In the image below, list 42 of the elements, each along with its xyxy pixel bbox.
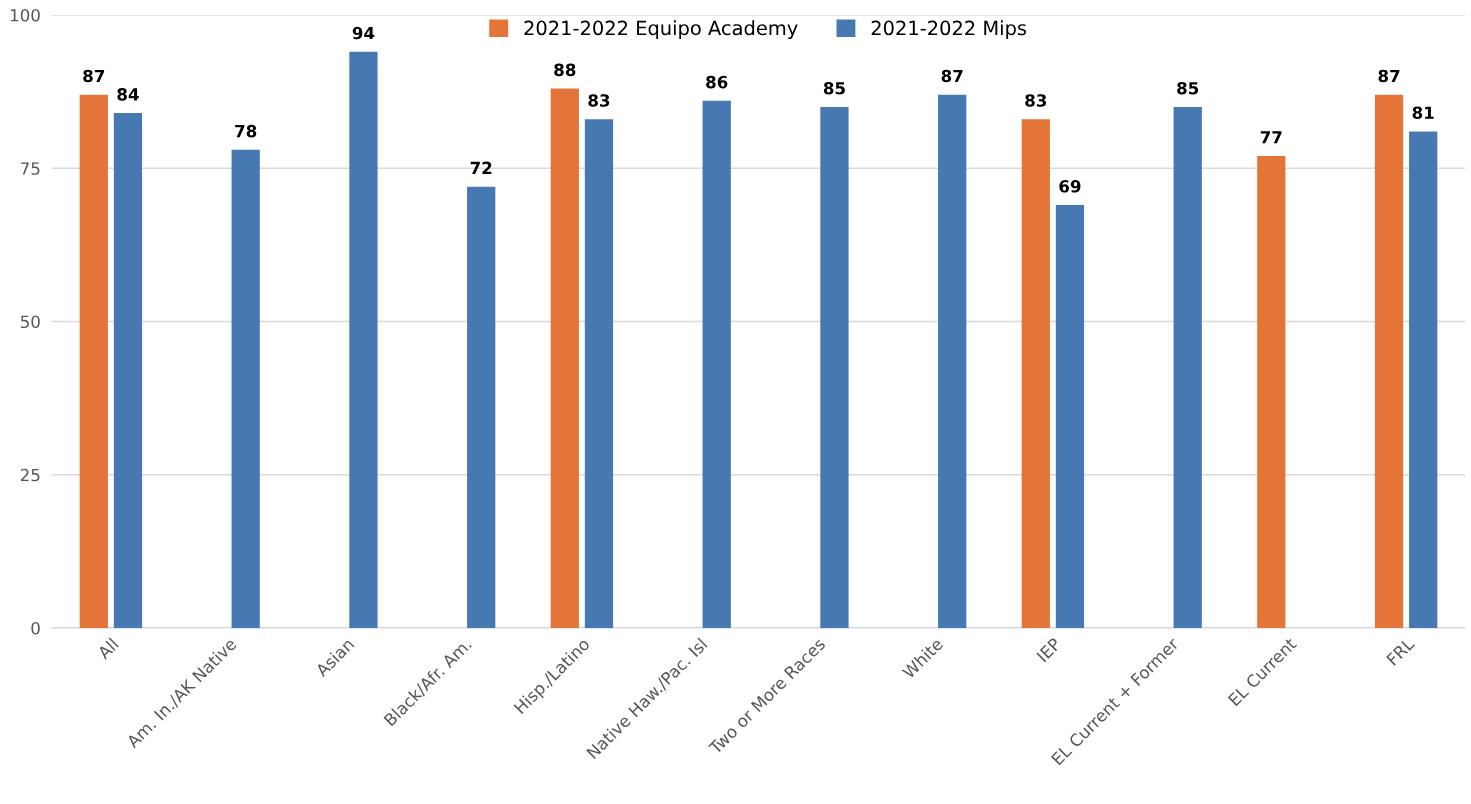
data-label: 88 (554, 63, 576, 77)
data-label: 83 (588, 94, 610, 107)
bar (1257, 155, 1286, 628)
bar (1021, 119, 1050, 628)
x-tick-label: IEP (1036, 637, 1062, 663)
data-label: 85 (823, 81, 845, 95)
legend-label: 2021-2022 Mips (871, 20, 1027, 40)
data-label: 86 (706, 75, 728, 89)
x-tick-label: FRL (1386, 636, 1416, 666)
data-label: 72 (470, 161, 492, 174)
data-label: 81 (1412, 106, 1434, 120)
data-label: 85 (1177, 81, 1199, 95)
y-tick-label: 100 (10, 8, 40, 22)
y-tick-label: 75 (21, 162, 40, 175)
y-tick-label: 0 (31, 621, 40, 635)
data-label: 83 (1025, 94, 1047, 107)
bar (550, 88, 579, 628)
bar (938, 94, 967, 628)
data-label: 87 (1378, 69, 1400, 83)
bar (584, 119, 614, 628)
bar (79, 94, 108, 628)
bar (1374, 94, 1404, 628)
bar (231, 149, 260, 628)
y-tick-label: 50 (20, 315, 40, 329)
legend-label: 2021-2022 Equipo Academy (524, 20, 798, 40)
bar (1173, 106, 1202, 628)
data-label: 84 (117, 88, 139, 101)
data-label: 77 (1260, 131, 1282, 144)
data-label: 78 (235, 124, 257, 138)
data-label: 87 (941, 69, 963, 83)
bar (467, 186, 496, 628)
bar (1055, 205, 1085, 628)
x-tick-label: All (96, 637, 119, 660)
data-label: 87 (83, 69, 105, 83)
data-label: 69 (1059, 180, 1081, 193)
y-tick-label: 25 (20, 468, 40, 482)
bar (349, 51, 378, 628)
data-label: 94 (352, 26, 375, 40)
bar (820, 106, 849, 628)
bar (702, 100, 731, 628)
bar (113, 113, 143, 628)
bar (1409, 131, 1438, 628)
